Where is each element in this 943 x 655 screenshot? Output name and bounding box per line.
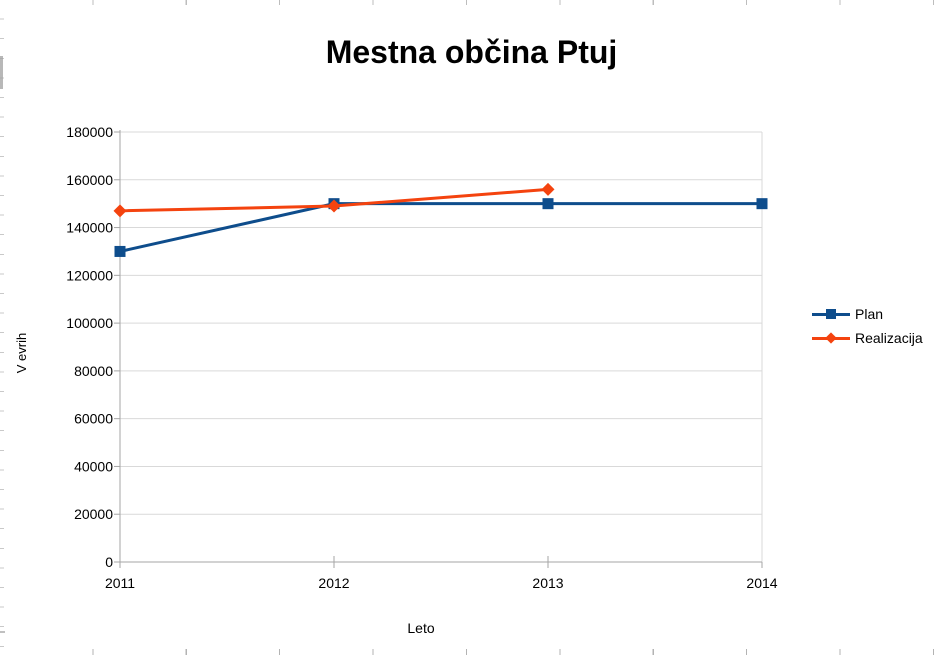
spreadsheet-row-ticks-left xyxy=(0,0,4,655)
chart-title: Mestna občina Ptuj xyxy=(325,34,618,70)
legend-sample xyxy=(812,307,850,321)
x-axis-title: Leto xyxy=(407,620,435,636)
x-tick-label: 2014 xyxy=(746,575,777,591)
y-tick-label: 120000 xyxy=(66,267,113,283)
spreadsheet-cell-border-fragment xyxy=(0,631,5,633)
diamond-marker xyxy=(541,182,555,196)
x-tick-label: 2011 xyxy=(105,575,135,591)
y-tick-label: 40000 xyxy=(74,458,113,474)
legend-entry-plan: Plan xyxy=(812,302,937,326)
x-axis-ticks: 2011 2012 2013 2014 xyxy=(105,556,778,591)
y-tick-label: 180000 xyxy=(66,124,113,140)
spreadsheet-cell-border-fragment xyxy=(0,56,3,89)
y-tick-label: 140000 xyxy=(66,220,113,236)
y-tick-label: 100000 xyxy=(66,315,113,331)
legend-sample xyxy=(812,331,850,345)
legend-square-marker-icon xyxy=(826,309,836,319)
legend: Plan Realizacija xyxy=(812,302,937,350)
y-axis-ticks: 0 20000 40000 60000 80000 100000 120000 140000 1… xyxy=(66,124,120,570)
y-tick-label: 0 xyxy=(105,554,113,570)
diamond-marker xyxy=(113,204,127,218)
x-tick-label: 2012 xyxy=(318,575,349,591)
y-axis-title: V evrih xyxy=(14,332,29,374)
series-markers-realizacija xyxy=(113,182,555,218)
square-marker xyxy=(542,198,554,210)
legend-diamond-marker-icon xyxy=(825,332,837,344)
spreadsheet-column-ticks-bottom xyxy=(0,649,943,655)
y-tick-label: 160000 xyxy=(66,172,113,188)
legend-label: Realizacija xyxy=(855,330,923,346)
y-tick-label: 20000 xyxy=(74,506,113,522)
y-tick-label: 80000 xyxy=(74,363,113,379)
diamond-marker xyxy=(327,199,341,213)
square-marker xyxy=(114,245,126,257)
square-marker xyxy=(756,198,768,210)
legend-label: Plan xyxy=(855,306,884,322)
series-line-plan xyxy=(119,202,762,253)
spreadsheet-column-ticks-top xyxy=(0,0,943,5)
x-tick-label: 2013 xyxy=(532,575,563,591)
legend-entry-realizacija: Realizacija xyxy=(812,326,937,350)
gridlines xyxy=(120,131,762,515)
y-tick-label: 60000 xyxy=(74,411,113,427)
